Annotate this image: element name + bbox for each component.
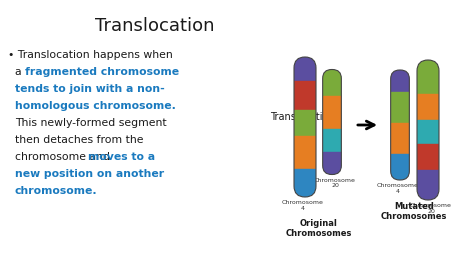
Bar (323, 69, 341, 96)
Bar (417, 170, 439, 200)
Text: Translocation: Translocation (270, 112, 335, 122)
Text: • Translocation happens when: • Translocation happens when (8, 50, 173, 60)
Bar (294, 136, 316, 169)
Text: homologous chromosome.: homologous chromosome. (15, 101, 176, 111)
Bar (391, 154, 410, 180)
Text: This newly-formed segment: This newly-formed segment (15, 118, 167, 128)
Bar (391, 70, 410, 92)
Text: a: a (15, 67, 25, 77)
Text: fragmented chromosome: fragmented chromosome (25, 67, 179, 77)
Bar (417, 94, 439, 120)
Text: chromosome and: chromosome and (15, 152, 113, 162)
Text: Chromosome
20: Chromosome 20 (314, 178, 356, 188)
Bar (391, 92, 410, 123)
Bar (417, 120, 439, 144)
Bar (391, 123, 410, 154)
Bar (323, 96, 341, 129)
Text: Translocation: Translocation (95, 17, 215, 35)
Text: new position on another: new position on another (15, 169, 164, 179)
Bar (323, 129, 341, 152)
Bar (294, 81, 316, 111)
Bar (417, 60, 439, 94)
Bar (323, 152, 341, 174)
Text: moves to a: moves to a (88, 152, 155, 162)
Bar (294, 57, 316, 81)
Bar (417, 144, 439, 170)
Text: Mutated
Chromosomes: Mutated Chromosomes (381, 202, 447, 221)
Text: chromosome.: chromosome. (15, 186, 98, 196)
Text: Chromosome
4: Chromosome 4 (377, 183, 419, 194)
Text: tends to join with a non-: tends to join with a non- (15, 84, 165, 94)
Bar (294, 111, 316, 136)
Text: then detaches from the: then detaches from the (15, 135, 144, 145)
Bar (294, 169, 316, 197)
Text: Chromosome
20: Chromosome 20 (410, 203, 452, 214)
Text: Original
Chromosomes: Original Chromosomes (285, 219, 352, 238)
Text: Chromosome
4: Chromosome 4 (282, 200, 324, 211)
